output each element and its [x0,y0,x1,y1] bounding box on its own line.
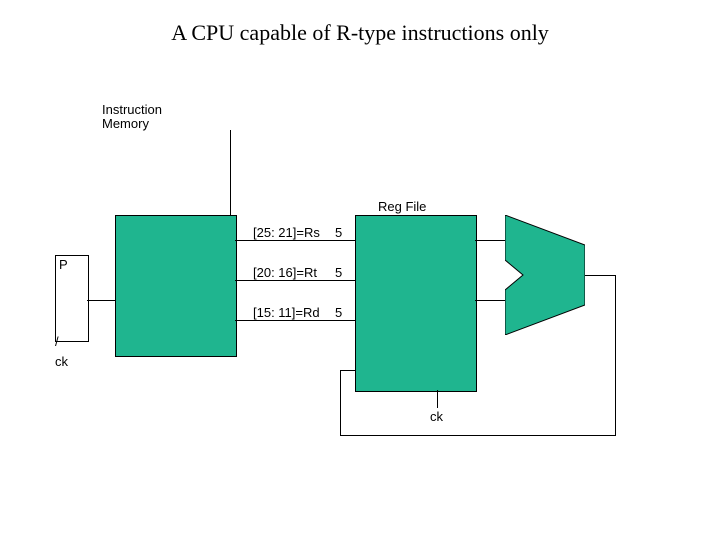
alu-block [505,215,585,335]
bus-rt-label: [20: 16]=Rt [253,266,317,280]
bus-rd-width: 5 [335,306,342,320]
regfile-label: Reg File [378,200,426,214]
wire-regfile-alu-top [475,240,505,241]
diagram-title: A CPU capable of R-type instructions onl… [0,20,720,46]
wire-feedback-bottom [340,435,616,436]
wire-feedback-up [340,370,341,436]
pc-label: P [59,258,68,272]
pc-clock-tick: / [55,334,59,349]
bus-rs-width: 5 [335,226,342,240]
regfile-ck-tick [437,390,438,408]
wire-regfile-alu-bot [475,300,505,301]
clock-label-pc: ck [55,355,68,369]
register-file-block [355,215,477,392]
wire-feedback-down [615,275,616,435]
bus-rs-label: [25: 21]=Rs [253,226,320,240]
imem-guide-line [230,130,231,215]
clock-label-regfile: ck [430,410,443,424]
bus-rd-label: [15: 11]=Rd [253,306,320,320]
wire-pc-to-imem [87,300,115,301]
bus-rt-width: 5 [335,266,342,280]
wire-feedback-into-reg [340,370,355,371]
wire-alu-out-h [585,275,615,276]
imem-label-2: Memory [102,117,149,131]
instruction-memory-block [115,215,237,357]
